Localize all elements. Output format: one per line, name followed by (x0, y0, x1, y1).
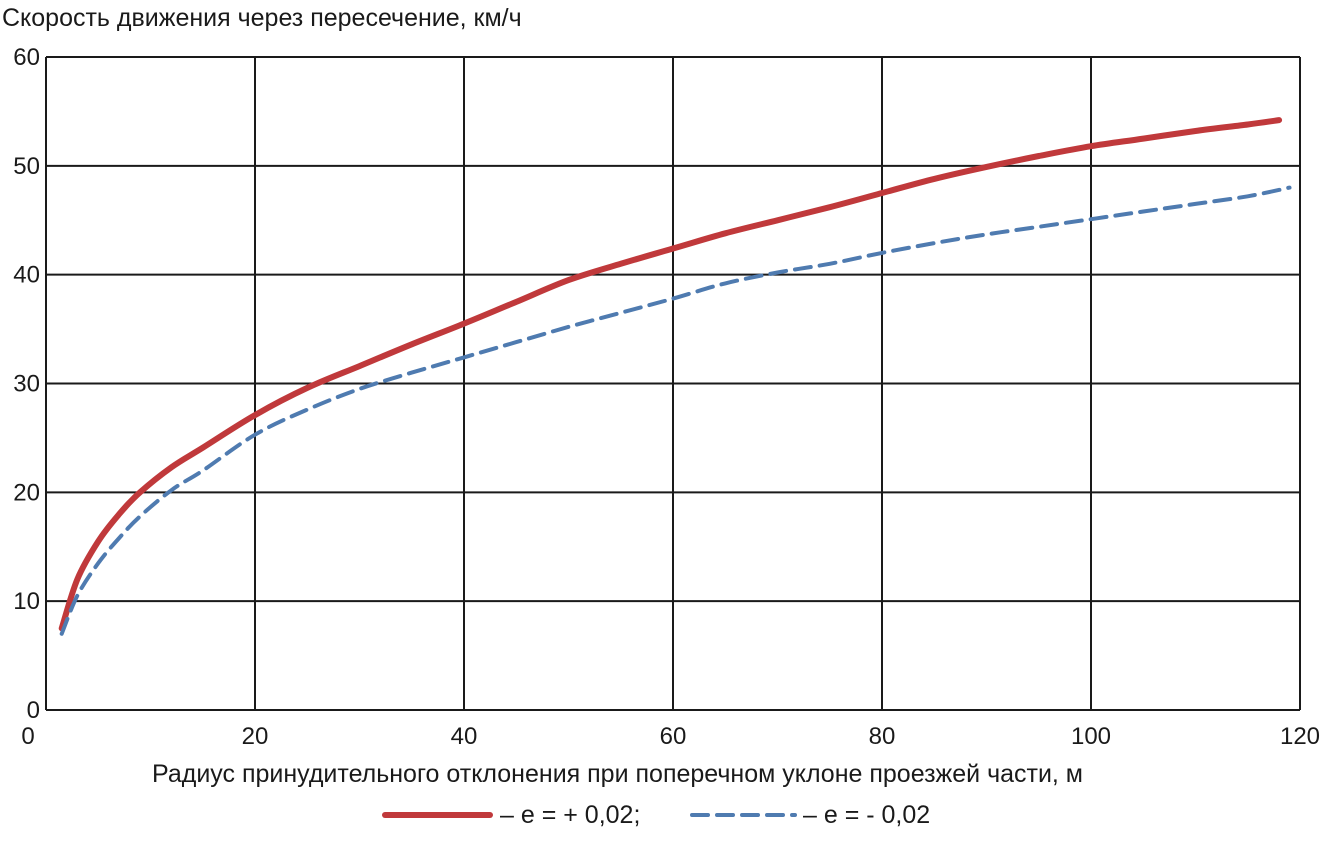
x-tick-label: 80 (869, 723, 896, 750)
series-lines (58, 117, 1292, 636)
x-axis-ticks: 0 20 40 60 80 100 120 (21, 723, 1320, 750)
x-tick-label: 20 (242, 723, 269, 750)
y-axis-ticks: 0 10 20 30 40 50 60 (13, 44, 40, 724)
y-tick-label: 10 (13, 588, 40, 615)
legend: – е = + 0,02; – е = - 0,02 (382, 801, 930, 829)
series-line-negative-slope (59, 185, 1292, 636)
x-tick-label: 60 (660, 723, 687, 750)
y-tick-label: 30 (13, 371, 40, 398)
x-axis-title: Радиус принудительного отклонения при по… (152, 760, 1083, 788)
y-tick-label: 60 (13, 44, 40, 71)
legend-label: – е = - 0,02 (803, 801, 930, 829)
series-line-positive-slope (58, 117, 1283, 632)
x-tick-label: 120 (1280, 723, 1320, 750)
grid (45, 56, 1301, 711)
y-tick-label: 0 (27, 697, 40, 724)
x-tick-label: 100 (1071, 723, 1111, 750)
y-axis-title: Скорость движения через пересечение, км/… (2, 4, 522, 32)
y-tick-label: 20 (13, 479, 40, 506)
x-tick-label: 40 (451, 723, 478, 750)
x-tick-label: 0 (21, 723, 34, 750)
legend-label: – е = + 0,02; (500, 801, 640, 829)
y-tick-label: 40 (13, 262, 40, 289)
y-tick-label: 50 (13, 153, 40, 180)
